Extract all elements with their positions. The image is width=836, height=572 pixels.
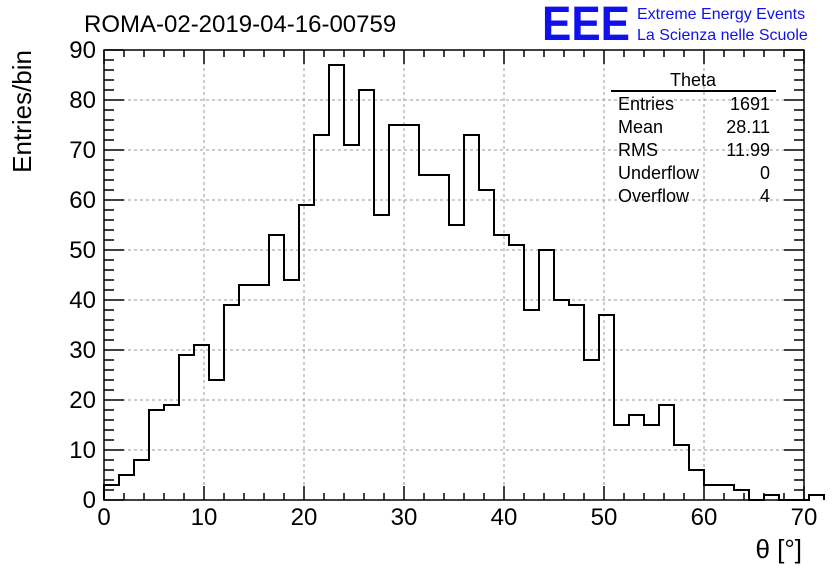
tick-layer [103,49,805,501]
histogram-bin [674,445,689,500]
histogram-bin [239,285,254,500]
histogram-bin [224,305,239,500]
run-title: ROMA-02-2019-04-16-00759 [84,11,396,38]
stats-row-label: Entries [618,94,674,114]
logo-mark: EEE [542,0,630,51]
histogram-bin [599,315,614,500]
x-tick-label: 30 [391,504,418,531]
histogram-bin [359,90,374,500]
y-tick-label: 40 [69,287,96,314]
stats-row-value: 0 [760,163,770,183]
histogram-bin [284,280,299,500]
histogram-bin [104,485,119,500]
histogram-bin [584,360,599,500]
histogram-bin [314,135,329,500]
stats-row-value: 28.11 [726,117,770,137]
x-tick-label: 50 [591,504,618,531]
y-tick-label: 90 [69,37,96,64]
y-tick-label: 50 [69,237,96,264]
histogram-bin [719,485,734,500]
stats-box: Theta Entries 1691 Mean 28.11 RMS 11.99 Underf… [611,70,776,206]
histogram-bin [119,475,134,500]
x-tick-label: 70 [791,504,818,531]
histogram-bin [389,125,404,500]
histogram-bin [614,425,629,500]
histogram-bin [419,175,434,500]
histogram-bin [524,310,539,500]
histogram-bin [134,460,149,500]
histogram-bin [404,125,419,500]
x-tick-label: 60 [691,504,718,531]
logo-line1: Extreme Energy Events [637,6,805,23]
stats-row-value: 11.99 [726,140,770,160]
y-tick-label: 70 [69,137,96,164]
x-tick-label: 20 [291,504,318,531]
stats-rows: Entries 1691 Mean 28.11 RMS 11.99 Underflow 0 Ov… [618,94,770,206]
histogram-bin [209,380,224,500]
y-tick-label: 80 [69,87,96,114]
histogram-bin [434,175,449,500]
plot-frame [103,49,805,501]
y-tick-label: 0 [83,487,96,514]
y-tick-label: 10 [69,437,96,464]
stats-box-name: Theta [670,70,717,90]
x-tick-label: 10 [191,504,218,531]
histogram-bin [164,405,179,500]
histogram-bin [179,355,194,500]
histogram-bin [539,250,554,500]
histogram-bin [479,190,494,500]
histogram-bin [329,65,344,500]
stats-row-value: 1691 [730,94,770,114]
histogram-bin [689,470,704,500]
histogram-bin [494,235,509,500]
histogram-bin [464,135,479,500]
histogram-bin [449,225,464,500]
histogram-bin [269,235,284,500]
y-tick-label: 30 [69,337,96,364]
stats-row-label: Overflow [618,186,690,206]
histogram-bin [569,305,584,500]
stats-row-value: 4 [760,186,770,206]
x-tick-label: 0 [97,504,110,531]
y-axis-label: Entries/bin [7,50,37,173]
histogram-bin [254,285,269,500]
histogram-bin [194,345,209,500]
histogram-bin [299,205,314,500]
x-axis-label: θ [°] [755,534,802,564]
histogram-bin [629,415,644,500]
y-tick-label: 20 [69,387,96,414]
logo-line2: La Scienza nelle Scuole [637,27,808,44]
x-tick-label: 40 [491,504,518,531]
histogram-bin [734,490,749,500]
histogram-series-line [103,64,825,501]
histogram-bin [704,485,719,500]
histogram-bin [509,245,524,500]
stats-row-label: RMS [618,140,658,160]
histogram-bin [149,410,164,500]
stats-row-label: Underflow [618,163,700,183]
y-tick-label: 60 [69,187,96,214]
stats-row-label: Mean [618,117,663,137]
histogram-bin [644,425,659,500]
histogram-bin [659,405,674,500]
grid-layer [104,50,804,500]
histogram-bin [344,145,359,500]
histogram-bin [374,215,389,500]
histogram-layer [103,64,825,501]
